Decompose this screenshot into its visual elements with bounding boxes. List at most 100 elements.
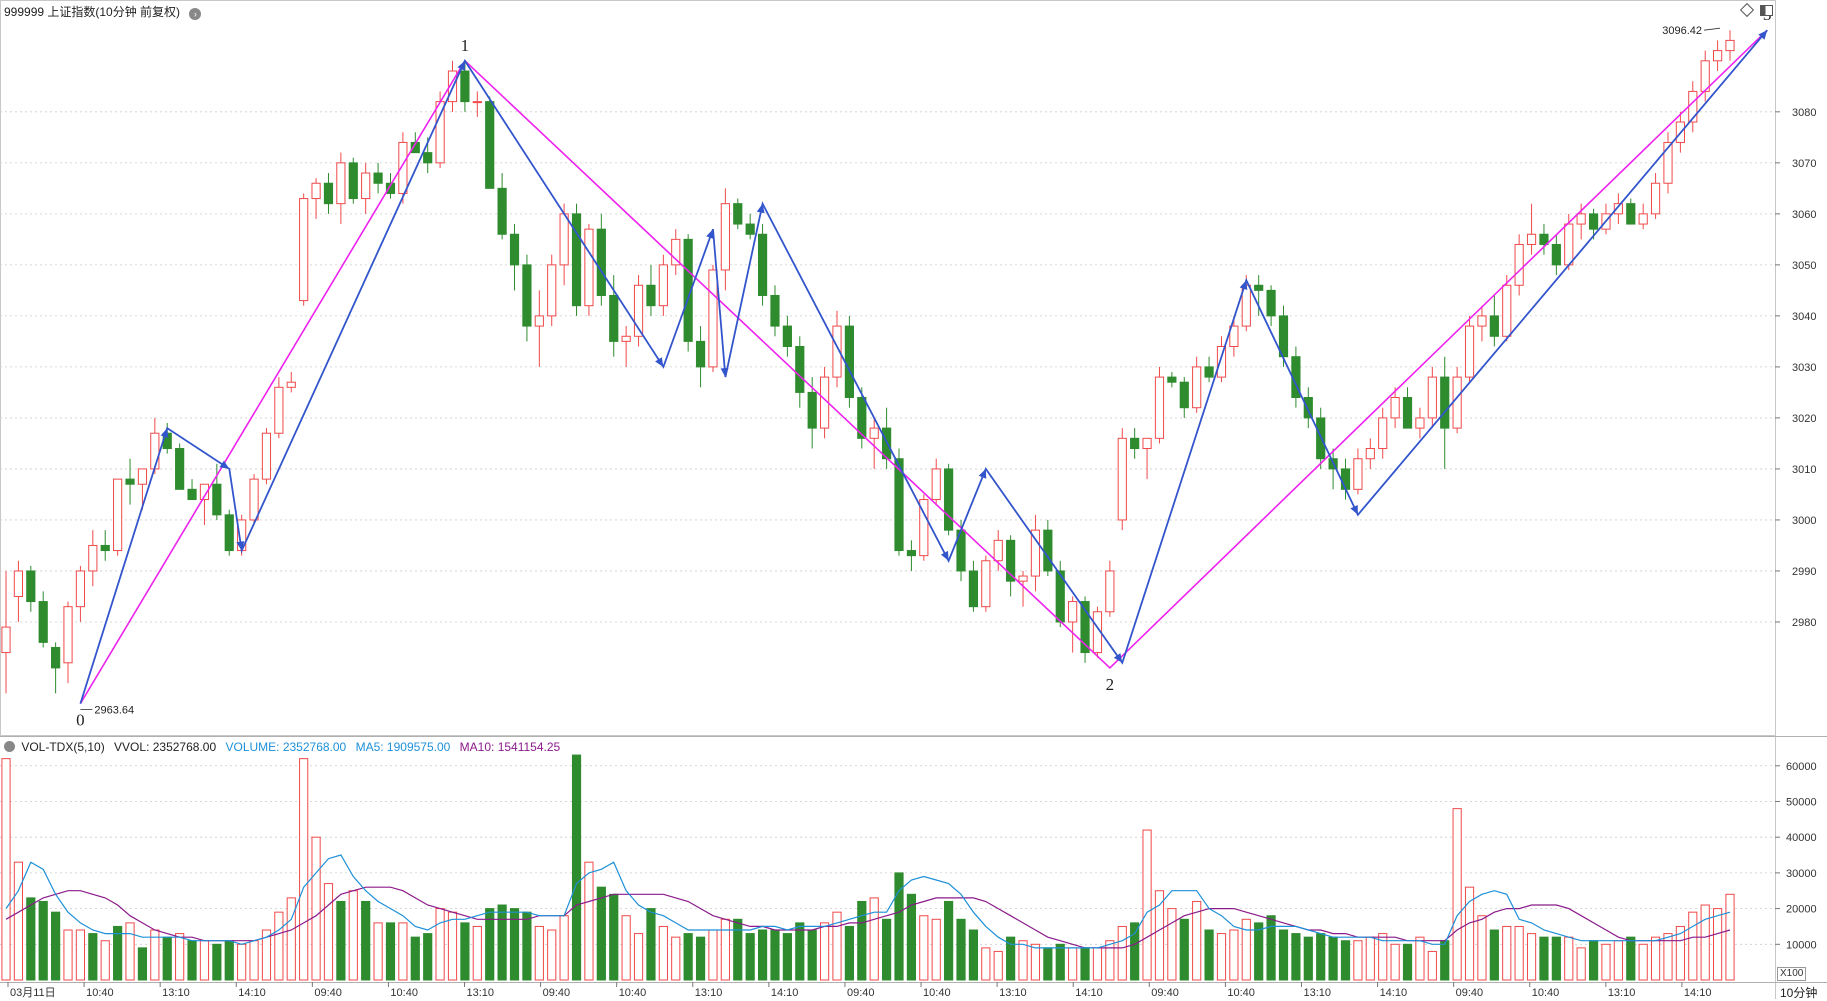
chevron-circle-icon[interactable]: › (189, 8, 202, 20)
candle (199, 483, 210, 526)
period-label[interactable]: 10分钟 (1780, 986, 1818, 1000)
time-axis-label: 10:40 (390, 987, 418, 999)
volume-bar-up (633, 933, 644, 981)
price-tick-label: 3000 (1792, 515, 1816, 527)
indicator-name: VOL-TDX(5,10) (21, 740, 105, 754)
candle-body-down (844, 325, 854, 399)
candle-body-up (1, 626, 11, 654)
candle-body-up (311, 182, 321, 200)
volume-bar-up (323, 883, 334, 981)
volume-bar-up (1030, 943, 1041, 981)
candle (1216, 336, 1227, 383)
wave-arrowhead (1239, 280, 1248, 290)
candle-body-up (720, 203, 730, 271)
volume-bar-down (1055, 943, 1065, 981)
candle (1588, 208, 1599, 240)
volume-tick-label: 20000 (1786, 904, 1817, 916)
volume-bar-up (1365, 936, 1375, 981)
volume-bar-up (1601, 943, 1611, 981)
candle (472, 91, 482, 117)
candle-body-down (1626, 203, 1636, 225)
time-axis-label: 10:40 (86, 987, 114, 999)
candle-body-down (1489, 315, 1499, 337)
volume-bar-down (596, 886, 606, 981)
collapse-icon[interactable] (4, 741, 15, 752)
candle (75, 565, 86, 622)
volume-bar-up (1700, 904, 1710, 981)
volume-bar-up (559, 915, 569, 981)
volume-bar-up (1502, 925, 1512, 981)
volume-bar-up (286, 897, 296, 981)
candle (733, 198, 743, 230)
volume-bar-up (832, 911, 842, 981)
volume-bar-up (1613, 940, 1623, 981)
candle (38, 591, 48, 648)
candle-body-up (658, 264, 668, 307)
volume-bar-up (658, 925, 668, 981)
wave-label-2: 2 (1106, 675, 1115, 694)
candle (695, 326, 706, 388)
time-axis-label: 10:40 (619, 987, 647, 999)
candle-body-down (757, 233, 768, 296)
candle-body-up (559, 213, 569, 266)
candle (1117, 428, 1127, 531)
candle-body-up (274, 386, 284, 434)
candle (708, 264, 718, 372)
candle (782, 315, 792, 357)
candle-body-up (621, 335, 631, 342)
candle-body-up (1415, 417, 1425, 429)
candle (522, 254, 532, 342)
volume-bar-down (485, 908, 495, 981)
volume-bar-down (1204, 929, 1214, 981)
volume-bar-up (819, 922, 830, 981)
time-axis-label: 14:10 (238, 987, 266, 999)
volume-bar-down (1588, 940, 1599, 981)
candle (1105, 560, 1115, 617)
time-axis-label: 09:40 (1456, 987, 1484, 999)
candle-body-down (224, 514, 234, 552)
candle (1638, 203, 1648, 230)
candle (757, 224, 768, 306)
candle-body-up (286, 381, 296, 388)
volume-bar-down (1489, 929, 1499, 981)
candle-body-down (596, 228, 606, 296)
volume-bar-up (249, 940, 259, 981)
candle-body-up (1638, 213, 1648, 225)
volume-bar-down (423, 933, 433, 981)
volume-bar-up (1229, 929, 1239, 981)
candle (1576, 203, 1586, 240)
candle-body-down (497, 187, 507, 235)
candle (1080, 596, 1090, 663)
candle-body-up (75, 570, 86, 608)
candle (770, 285, 780, 337)
candle-body-down (646, 284, 656, 307)
time-axis-label: 13:10 (695, 987, 723, 999)
candle-body-down (1340, 468, 1351, 490)
volume-bar-down (51, 911, 61, 981)
panel-icon[interactable] (1760, 5, 1773, 16)
volume-bars (1, 754, 1735, 981)
candle-body-up (1477, 315, 1487, 327)
volume-bar-up (1068, 947, 1078, 981)
candle (1030, 514, 1041, 592)
time-axis-label: 13:10 (467, 987, 495, 999)
candle-body-down (1204, 366, 1214, 378)
wave-arrowhead (940, 550, 949, 561)
candle (485, 96, 495, 189)
volume-bar-up (1216, 933, 1227, 981)
time-axis-label: 10:40 (1532, 987, 1560, 999)
candle (1254, 275, 1264, 316)
volume-ma5-line (5, 854, 1731, 949)
volume-bar-up (547, 929, 557, 981)
volume-bar-up (175, 933, 185, 981)
candle (919, 494, 929, 561)
volume-bar-up (1564, 936, 1574, 981)
candle-body-up (261, 432, 272, 480)
volume-bar-up (398, 922, 408, 981)
volume-bar-up (1154, 890, 1165, 981)
volume-tick-label: 30000 (1786, 868, 1817, 880)
volume-bar-down (857, 900, 867, 981)
candle-body-down (485, 101, 495, 189)
